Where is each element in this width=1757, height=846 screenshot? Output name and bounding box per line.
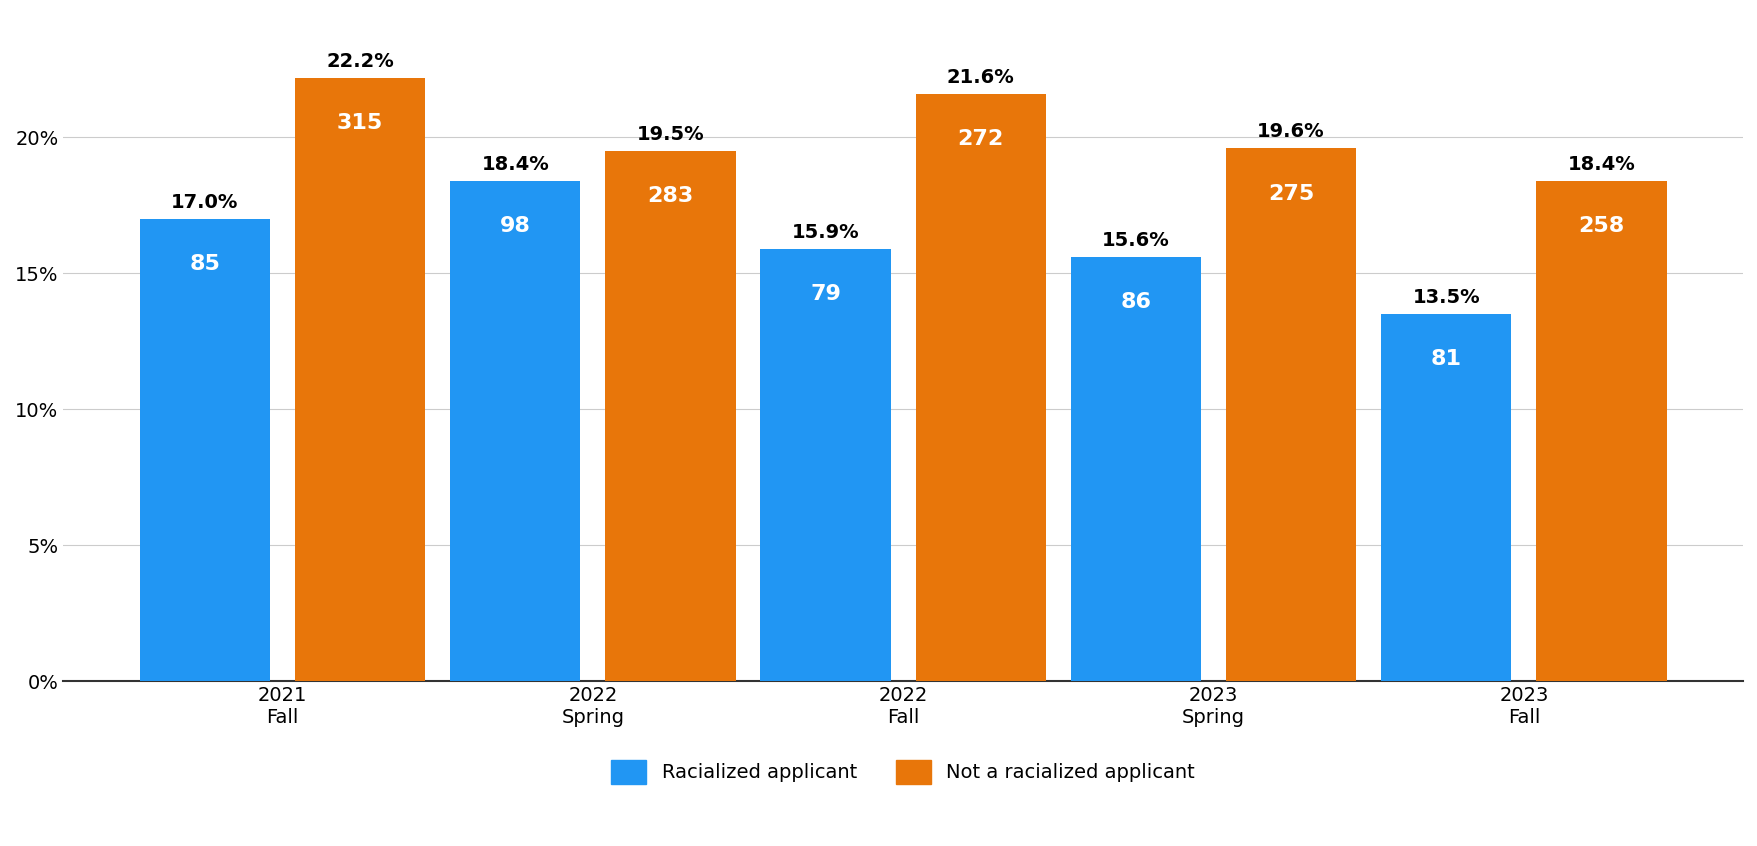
Bar <box>915 94 1045 681</box>
Text: 86: 86 <box>1119 293 1151 312</box>
Bar <box>450 181 580 681</box>
Text: 13.5%: 13.5% <box>1411 288 1479 307</box>
Text: 85: 85 <box>190 255 220 274</box>
Text: 15.6%: 15.6% <box>1102 231 1168 250</box>
Text: 258: 258 <box>1578 217 1623 236</box>
Text: 18.4%: 18.4% <box>1567 155 1634 174</box>
Text: 79: 79 <box>810 284 840 305</box>
Text: 81: 81 <box>1430 349 1462 370</box>
Text: 18.4%: 18.4% <box>481 155 548 174</box>
Bar <box>761 249 891 681</box>
Text: 275: 275 <box>1267 184 1314 204</box>
Text: 98: 98 <box>499 217 531 236</box>
Bar <box>1070 257 1200 681</box>
Legend: Racialized applicant, Not a racialized applicant: Racialized applicant, Not a racialized a… <box>603 752 1202 791</box>
Text: 22.2%: 22.2% <box>327 52 394 71</box>
Text: 19.5%: 19.5% <box>636 125 705 144</box>
Text: 19.6%: 19.6% <box>1256 123 1325 141</box>
Text: 283: 283 <box>647 186 694 206</box>
Bar <box>1381 314 1511 681</box>
Bar <box>1536 181 1666 681</box>
Text: 315: 315 <box>337 113 383 133</box>
Text: 15.9%: 15.9% <box>791 223 859 242</box>
Text: 17.0%: 17.0% <box>170 193 239 212</box>
Bar <box>604 151 734 681</box>
Text: 272: 272 <box>958 129 1003 149</box>
Text: 21.6%: 21.6% <box>947 68 1014 87</box>
Bar <box>295 78 425 681</box>
Bar <box>139 219 271 681</box>
Bar <box>1225 148 1356 681</box>
